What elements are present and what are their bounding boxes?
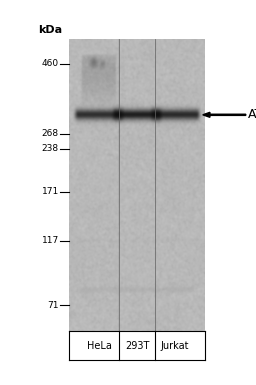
Text: 268: 268	[42, 129, 59, 138]
Text: 293T: 293T	[125, 341, 149, 350]
Text: 117: 117	[42, 236, 59, 245]
Text: 171: 171	[42, 187, 59, 196]
Text: Jurkat: Jurkat	[161, 341, 189, 350]
Text: 238: 238	[42, 144, 59, 153]
Text: HeLa: HeLa	[87, 341, 111, 350]
Text: 71: 71	[47, 301, 59, 310]
Text: ATM: ATM	[248, 108, 256, 121]
Text: 460: 460	[42, 59, 59, 69]
Text: kDa: kDa	[38, 25, 62, 35]
